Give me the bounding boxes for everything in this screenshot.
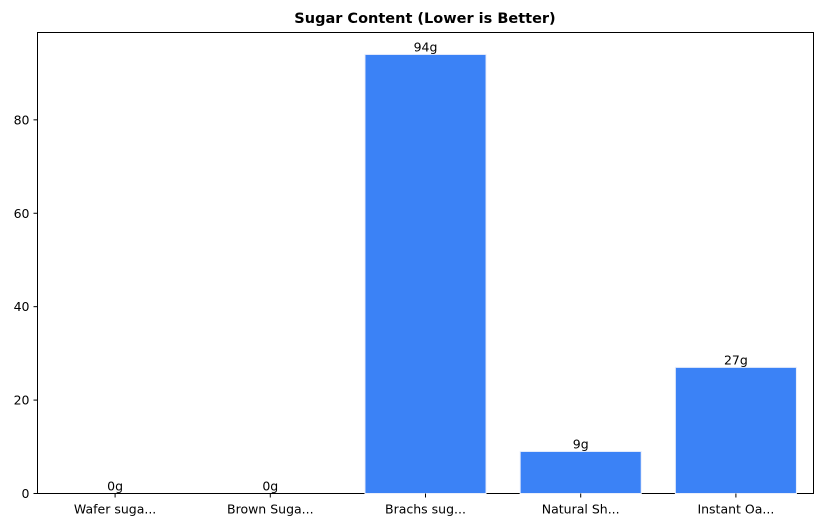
x-tick-label: Wafer suga... — [74, 502, 156, 517]
y-tick-label: 20 — [14, 393, 30, 408]
y-tick-label: 80 — [14, 112, 30, 127]
y-tick-label: 60 — [14, 206, 30, 221]
x-tick-label: Brown Suga... — [227, 502, 314, 517]
data-label: 0g — [107, 479, 123, 494]
y-tick-label: 40 — [14, 299, 30, 314]
x-tick-label: Brachs sug... — [385, 502, 466, 517]
y-axis-ticks: 0 20 40 60 80 — [14, 112, 38, 501]
x-tick-label: Instant Oa... — [697, 502, 774, 517]
data-label: 9g — [573, 436, 589, 451]
bars-layer — [364, 53, 797, 495]
bar-3 — [364, 53, 487, 494]
y-tick-label: 0 — [22, 486, 30, 501]
bar-4 — [519, 450, 642, 495]
data-label: 0g — [262, 479, 278, 494]
bar-5 — [674, 366, 797, 494]
x-tick-label: Natural Sh... — [542, 502, 620, 517]
data-labels: 0g 0g 94g 9g 27g — [107, 39, 748, 493]
chart-title: Sugar Content (Lower is Better) — [294, 11, 555, 27]
x-axis-ticks: Wafer suga... Brown Suga... Brachs sug... N… — [74, 493, 774, 517]
data-label: 27g — [724, 352, 748, 367]
data-label: 94g — [414, 39, 438, 54]
